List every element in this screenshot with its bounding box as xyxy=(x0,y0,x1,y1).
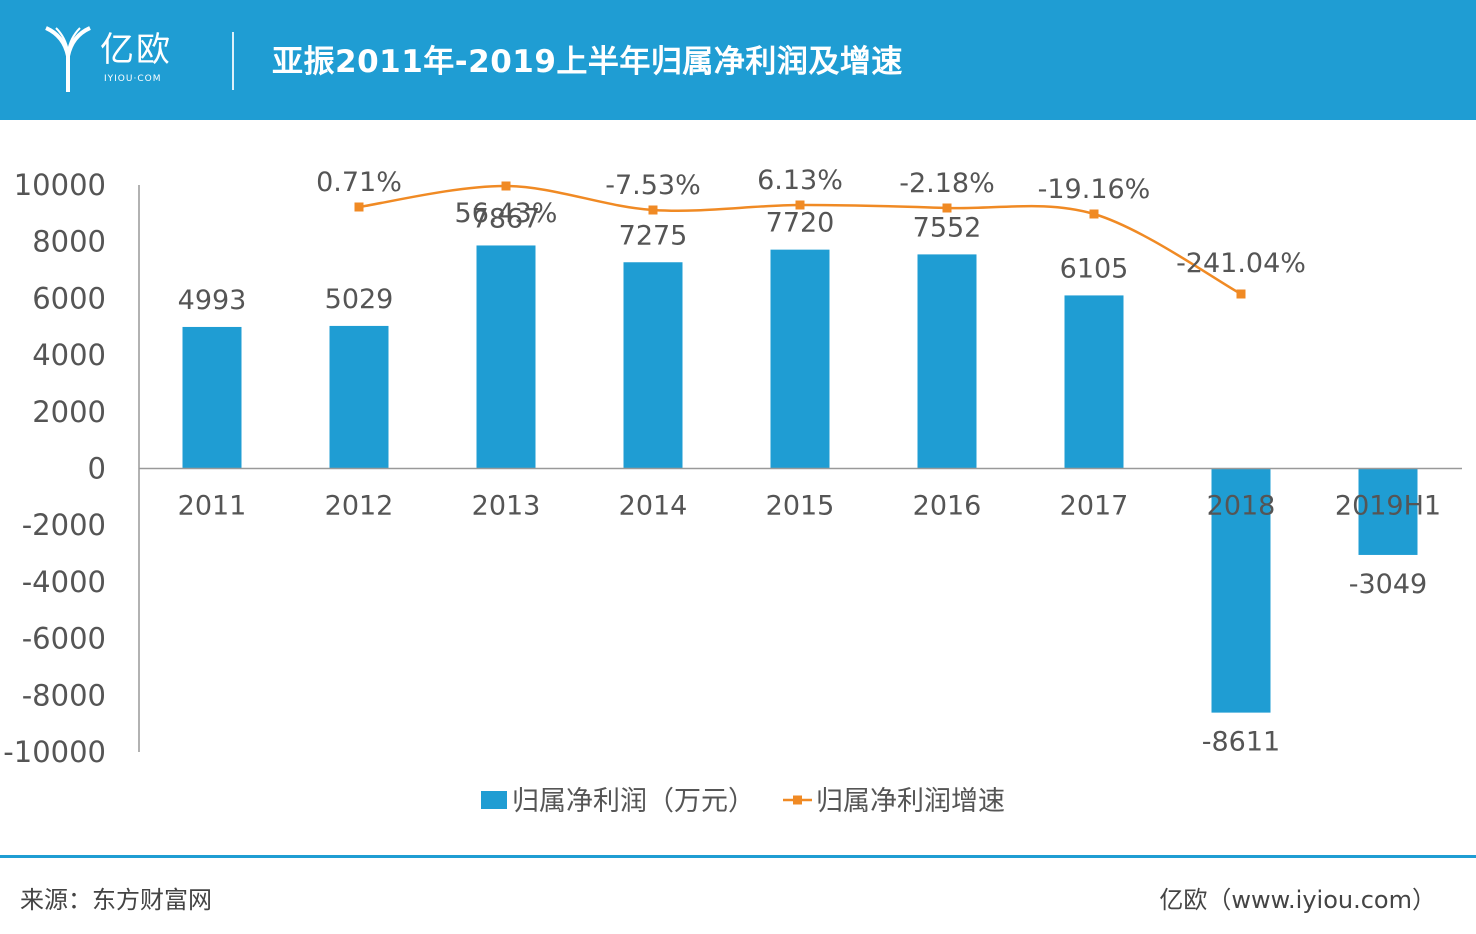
y-tick-label: -8000 xyxy=(22,678,106,712)
legend-bar-swatch xyxy=(481,791,507,809)
bar xyxy=(476,245,536,469)
bar xyxy=(1064,295,1124,469)
y-tick-label: -4000 xyxy=(22,565,106,599)
y-tick-label: -10000 xyxy=(3,735,106,769)
y-tick-label: 8000 xyxy=(32,225,106,259)
x-tick-label: 2012 xyxy=(325,491,394,522)
y-tick-label: 4000 xyxy=(32,338,106,372)
bar xyxy=(623,262,683,469)
bar xyxy=(917,254,977,469)
x-tick-label: 2017 xyxy=(1060,491,1129,522)
x-tick-label: 2016 xyxy=(913,491,982,522)
logo-icon xyxy=(45,26,91,92)
bar-value-label: -8611 xyxy=(1202,727,1280,758)
bar xyxy=(1211,468,1271,713)
growth-marker xyxy=(795,200,805,210)
bar xyxy=(182,326,242,469)
logo-text: 亿欧 xyxy=(100,30,172,70)
site-credit: 亿欧（www.iyiou.com） xyxy=(1159,886,1436,914)
growth-value-label: 0.71% xyxy=(316,167,402,198)
x-tick-label: 2014 xyxy=(619,491,688,522)
growth-marker xyxy=(354,202,364,212)
x-tick-label: 2018 xyxy=(1207,491,1276,522)
bar-value-label: -3049 xyxy=(1349,569,1427,600)
header-divider xyxy=(232,32,234,90)
x-tick-label: 2011 xyxy=(178,491,247,522)
bar-value-label: 4993 xyxy=(178,285,247,316)
y-tick-label: -6000 xyxy=(22,622,106,656)
y-tick-label: -2000 xyxy=(22,508,106,542)
source-note: 来源：东方财富网 xyxy=(20,886,212,914)
bar-value-label: 7552 xyxy=(913,212,982,243)
bar xyxy=(770,249,830,469)
bar xyxy=(1358,468,1418,555)
growth-value-label: -2.18% xyxy=(899,168,995,199)
legend-line-label: 归属净利润增速 xyxy=(816,786,1005,817)
bar xyxy=(329,325,389,469)
legend-bar-label: 归属净利润（万元） xyxy=(512,786,755,817)
legend-line-marker xyxy=(793,795,802,805)
x-tick-label: 2013 xyxy=(472,491,541,522)
growth-marker xyxy=(942,203,952,213)
growth-marker xyxy=(1089,209,1099,219)
bar-value-label: 5029 xyxy=(325,284,394,315)
chart: 10000 8000 6000 4000 2000 0 -2000 -4000 -6000 -80… xyxy=(3,165,1462,817)
growth-value-label: -19.16% xyxy=(1038,174,1151,205)
y-tick-label: 6000 xyxy=(32,281,106,315)
page-title: 亚振2011年-2019上半年归属净利润及增速 xyxy=(272,44,903,80)
x-tick-label: 2015 xyxy=(766,491,835,522)
y-tick-label: 10000 xyxy=(14,168,106,202)
growth-value-label: -241.04% xyxy=(1176,248,1306,279)
growth-value-label: 6.13% xyxy=(757,165,843,196)
bar-value-label: 7867 xyxy=(472,203,541,234)
growth-value-label: -7.53% xyxy=(605,170,701,201)
y-tick-label: 0 xyxy=(88,452,106,486)
growth-marker xyxy=(1236,289,1246,299)
growth-marker xyxy=(501,181,511,191)
bar-value-label: 7720 xyxy=(766,208,835,239)
bar-value-label: 7275 xyxy=(619,220,688,251)
growth-marker xyxy=(648,205,658,215)
header-bar: 亿欧 IYIOU·COM 亚振2011年-2019上半年归属净利润及增速 xyxy=(0,0,1476,120)
y-tick-label: 2000 xyxy=(32,395,106,429)
logo-subtext: IYIOU·COM xyxy=(104,74,162,84)
x-tick-label: 2019H1 xyxy=(1335,491,1441,522)
growth-value-label: 56.43% xyxy=(455,198,558,229)
footer-divider xyxy=(0,855,1476,858)
bar-value-label: 6105 xyxy=(1060,253,1129,284)
